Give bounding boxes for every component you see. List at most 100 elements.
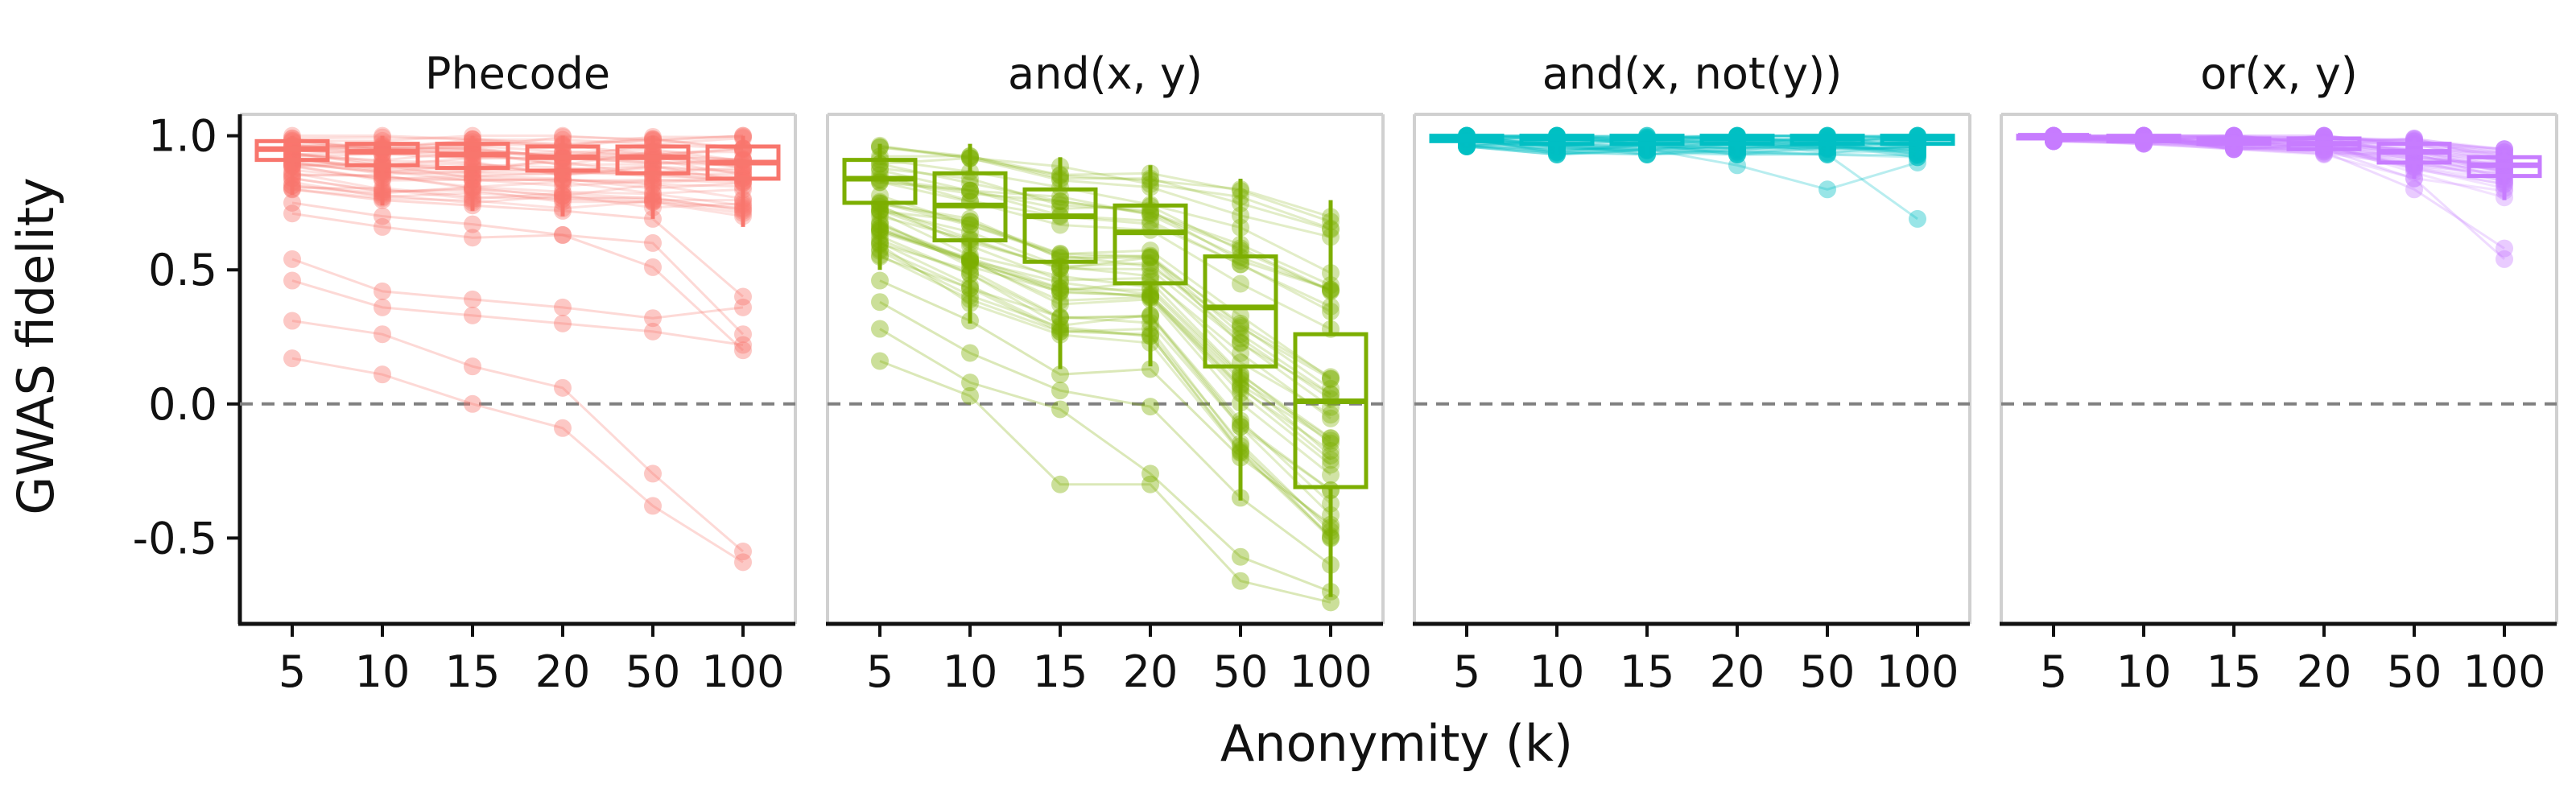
trace-line xyxy=(291,140,744,163)
trace-line xyxy=(291,152,744,173)
boxplots xyxy=(2016,133,2542,200)
box-20 xyxy=(1113,165,1188,367)
outlier-point xyxy=(644,322,662,341)
trace-line xyxy=(879,229,1331,452)
trace-point xyxy=(1232,307,1249,325)
outlier-point xyxy=(1051,382,1069,400)
outlier-point xyxy=(554,225,572,244)
trace-point xyxy=(464,137,481,155)
outlier-point xyxy=(1141,398,1159,416)
outlier-trace-line xyxy=(291,201,745,336)
trace-point xyxy=(961,181,979,200)
panel-2: and(x, y) 5 10 15 20 50 100 xyxy=(826,48,1385,697)
trace-line xyxy=(1466,143,1918,159)
trace-line xyxy=(879,201,1331,381)
box-iqr xyxy=(1203,254,1278,369)
trace-line xyxy=(879,208,1331,400)
trace-point xyxy=(2405,151,2423,170)
trace-line xyxy=(879,156,1331,238)
trace-line xyxy=(291,157,744,175)
outlier-point xyxy=(734,341,752,360)
trace-point xyxy=(871,161,889,180)
trace-point xyxy=(1232,325,1249,344)
trace-line xyxy=(2053,138,2505,192)
trace-point xyxy=(1141,246,1159,265)
outlier-point xyxy=(1232,547,1249,566)
outlier-point xyxy=(1141,475,1159,493)
trace-line xyxy=(291,135,744,150)
outlier-point xyxy=(2405,180,2423,199)
trace-point xyxy=(283,149,301,167)
box-20 xyxy=(525,135,601,217)
x-tick-label: 100 xyxy=(2462,646,2545,697)
trace-line xyxy=(1466,142,1918,156)
x-tick-label: 5 xyxy=(866,646,894,697)
trace-line xyxy=(879,254,1332,539)
outlier-point xyxy=(734,298,752,316)
trace-point xyxy=(1232,319,1249,337)
x-tick-label: 50 xyxy=(1800,646,1856,697)
box-iqr xyxy=(1113,203,1188,286)
outlier-point xyxy=(734,287,752,306)
trace-point xyxy=(1322,369,1340,388)
box-10 xyxy=(345,135,420,206)
trace-point xyxy=(1322,369,1340,388)
outlier-point xyxy=(464,290,481,308)
outlier-point xyxy=(961,386,979,405)
trace-line xyxy=(879,146,1331,230)
x-tick-label: 15 xyxy=(1033,646,1088,697)
trace-line xyxy=(879,227,1331,442)
trace-line xyxy=(291,164,744,188)
outlier-trace-line xyxy=(879,279,1331,526)
x-tick-label: 50 xyxy=(625,646,681,697)
x-tick-label: 100 xyxy=(701,646,784,697)
outlier-point xyxy=(374,207,391,225)
trace-line xyxy=(879,214,1331,409)
trace-point xyxy=(1322,409,1340,427)
x-tick-label: 50 xyxy=(1213,646,1269,697)
outlier-point xyxy=(734,325,752,344)
box-iqr xyxy=(1293,332,1368,489)
trace-line xyxy=(879,202,1331,378)
box-5 xyxy=(842,143,918,270)
trace-point xyxy=(1051,245,1069,263)
outlier-point xyxy=(464,306,481,324)
trace-point xyxy=(961,213,979,231)
y-tick-label: 0.5 xyxy=(148,245,217,295)
outlier-point xyxy=(734,553,752,572)
trace-line xyxy=(1466,136,1918,155)
outlier-point xyxy=(374,298,391,316)
trace-point xyxy=(961,209,979,228)
outlier-point xyxy=(1051,475,1069,493)
outlier-trace-line xyxy=(291,357,744,564)
trace-line xyxy=(879,167,1331,291)
trace-point xyxy=(644,157,662,175)
trace-point xyxy=(1322,441,1340,460)
x-tick-label: 15 xyxy=(1620,646,1675,697)
x-tick-label: 5 xyxy=(2040,646,2067,697)
trace-point xyxy=(1141,215,1159,233)
outlier-point xyxy=(961,374,979,392)
outlier-point xyxy=(374,282,391,300)
box-100 xyxy=(1880,134,1955,158)
trace-point xyxy=(1232,314,1249,332)
y-tick-label: -0.5 xyxy=(133,513,217,564)
trace-point xyxy=(1232,275,1249,293)
trace-line xyxy=(879,194,1331,380)
trace-line xyxy=(879,180,1331,331)
box-10 xyxy=(932,143,1008,324)
boxplots xyxy=(842,143,1368,597)
trace-line xyxy=(879,163,1331,287)
y-tick-label: 0.0 xyxy=(148,379,217,430)
box-15 xyxy=(1609,134,1685,155)
outlier-point xyxy=(283,204,301,223)
trace-line xyxy=(291,168,744,188)
trace-line xyxy=(1466,141,1918,156)
trace-point xyxy=(1322,429,1340,448)
trace-line xyxy=(291,176,744,202)
trace-point xyxy=(961,181,979,200)
trace-line xyxy=(291,151,744,176)
panel-title: and(x, y) xyxy=(1008,48,1203,99)
